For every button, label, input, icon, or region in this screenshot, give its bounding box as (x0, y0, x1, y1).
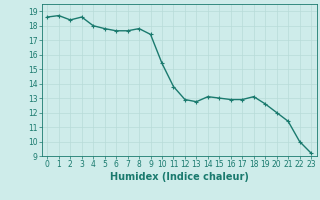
X-axis label: Humidex (Indice chaleur): Humidex (Indice chaleur) (110, 172, 249, 182)
